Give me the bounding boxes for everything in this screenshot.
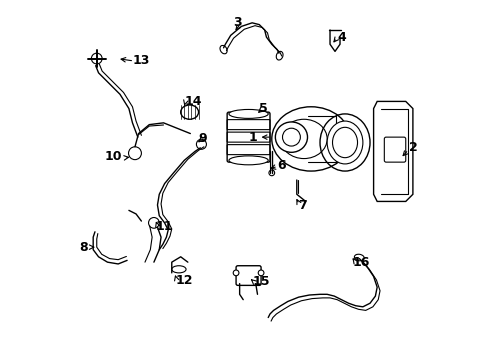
- Text: 15: 15: [252, 275, 270, 288]
- Circle shape: [148, 217, 159, 228]
- Ellipse shape: [354, 254, 364, 261]
- Ellipse shape: [172, 266, 186, 273]
- Text: 3: 3: [233, 16, 242, 29]
- Text: 12: 12: [175, 274, 193, 287]
- Text: 4: 4: [338, 31, 346, 44]
- Ellipse shape: [276, 51, 283, 60]
- Ellipse shape: [229, 156, 268, 165]
- Text: 6: 6: [277, 159, 286, 172]
- Text: 11: 11: [156, 220, 173, 233]
- Circle shape: [233, 270, 239, 276]
- Circle shape: [92, 53, 102, 64]
- Ellipse shape: [275, 122, 308, 152]
- Text: 2: 2: [409, 141, 418, 154]
- FancyBboxPatch shape: [236, 266, 261, 285]
- Circle shape: [258, 270, 264, 276]
- Text: 7: 7: [298, 198, 307, 212]
- Text: 5: 5: [259, 102, 268, 115]
- Polygon shape: [373, 102, 413, 202]
- Ellipse shape: [229, 109, 268, 118]
- Circle shape: [128, 147, 142, 159]
- Text: 10: 10: [104, 150, 122, 163]
- Text: 8: 8: [79, 241, 88, 255]
- Text: 16: 16: [352, 256, 369, 269]
- Text: 9: 9: [198, 132, 207, 145]
- Circle shape: [196, 139, 206, 149]
- Ellipse shape: [220, 45, 227, 54]
- Text: 1: 1: [249, 131, 258, 144]
- Ellipse shape: [333, 127, 358, 158]
- Ellipse shape: [327, 121, 363, 164]
- Text: 13: 13: [132, 54, 150, 67]
- Circle shape: [269, 170, 275, 176]
- Text: 14: 14: [184, 95, 202, 108]
- Ellipse shape: [181, 105, 198, 119]
- FancyBboxPatch shape: [227, 112, 270, 162]
- Circle shape: [283, 128, 300, 146]
